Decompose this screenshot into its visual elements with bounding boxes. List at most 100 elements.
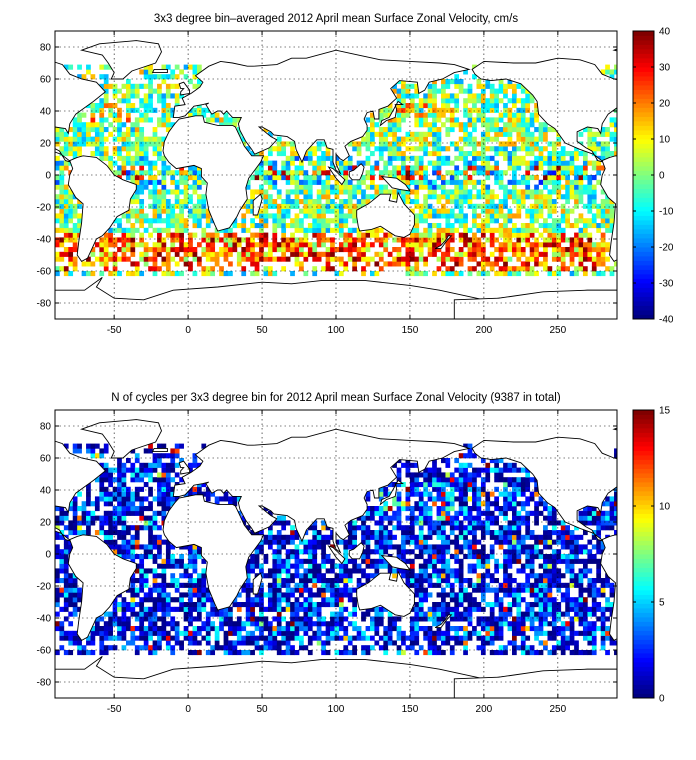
heatmap-cell xyxy=(272,616,278,622)
heatmap-cell xyxy=(507,141,513,147)
heatmap-cell xyxy=(316,175,322,181)
heatmap-cell xyxy=(236,237,242,243)
heatmap-cell xyxy=(458,616,464,622)
heatmap-cell xyxy=(449,477,455,483)
heatmap-cell xyxy=(161,98,167,104)
heatmap-cell xyxy=(112,127,118,133)
heatmap-cell xyxy=(285,242,291,248)
heatmap-cell xyxy=(112,242,118,248)
heatmap-cell xyxy=(143,117,149,123)
heatmap-cell xyxy=(538,155,544,161)
heatmap-cell xyxy=(334,650,340,656)
heatmap-cell xyxy=(547,208,553,214)
heatmap-cell xyxy=(161,93,167,99)
heatmap-cell xyxy=(170,218,176,224)
heatmap-cell xyxy=(267,626,273,632)
heatmap-cell xyxy=(387,640,393,646)
heatmap-cell xyxy=(560,151,566,157)
heatmap-cell xyxy=(511,93,517,99)
heatmap-cell xyxy=(223,227,229,233)
heatmap-cell xyxy=(396,155,402,161)
heatmap-cell xyxy=(250,630,255,636)
heatmap-cell xyxy=(405,247,411,253)
heatmap-cell xyxy=(267,645,273,651)
heatmap-cell xyxy=(343,218,349,224)
heatmap-cell xyxy=(489,232,495,238)
heatmap-cell xyxy=(565,179,570,185)
heatmap-cell xyxy=(281,563,287,569)
heatmap-cell xyxy=(325,208,331,214)
heatmap-cell xyxy=(125,525,131,531)
heatmap-cell xyxy=(587,136,593,142)
heatmap-cell xyxy=(294,597,300,603)
heatmap-cell xyxy=(409,482,415,488)
heatmap-cell xyxy=(161,472,167,478)
heatmap-cell xyxy=(201,443,207,449)
heatmap-cell xyxy=(467,515,473,521)
heatmap-cell xyxy=(436,117,442,123)
heatmap-cell xyxy=(281,237,287,243)
heatmap-cell xyxy=(316,539,322,545)
heatmap-cell xyxy=(374,227,380,233)
heatmap-cell xyxy=(436,107,442,113)
heatmap-cell xyxy=(307,640,313,646)
heatmap-cell xyxy=(148,448,153,454)
heatmap-cell xyxy=(392,261,397,267)
heatmap-cell xyxy=(59,645,65,651)
heatmap-cell xyxy=(405,506,411,512)
heatmap-cell xyxy=(134,650,140,656)
heatmap-cell xyxy=(365,635,371,641)
heatmap-cell xyxy=(316,155,322,161)
heatmap-cell xyxy=(520,247,526,253)
heatmap-cell xyxy=(582,251,588,257)
heatmap-cell xyxy=(63,136,69,142)
heatmap-cell xyxy=(338,606,344,612)
heatmap-cell xyxy=(196,573,202,579)
heatmap-cell xyxy=(183,626,189,632)
heatmap-cell xyxy=(507,242,513,248)
heatmap-cell xyxy=(365,184,371,190)
heatmap-cell xyxy=(480,112,486,118)
heatmap-cell xyxy=(143,170,149,176)
heatmap-cell xyxy=(418,103,424,109)
heatmap-cell xyxy=(263,266,269,272)
heatmap-cell xyxy=(179,208,184,214)
heatmap-cell xyxy=(445,491,451,497)
heatmap-cell xyxy=(467,247,473,253)
heatmap-cell xyxy=(543,131,548,137)
heatmap-cell xyxy=(77,645,82,651)
heatmap-cell xyxy=(108,103,113,109)
heatmap-cell xyxy=(139,544,145,550)
heatmap-cell xyxy=(59,194,65,200)
heatmap-cell xyxy=(55,179,60,185)
heatmap-cell xyxy=(520,98,526,104)
heatmap-cells xyxy=(55,64,617,277)
colorbar-step xyxy=(633,224,654,230)
heatmap-cell xyxy=(396,491,402,497)
heatmap-cell xyxy=(281,640,287,646)
heatmap-cell xyxy=(556,242,562,248)
heatmap-cell xyxy=(241,256,247,262)
heatmap-cell xyxy=(591,136,597,142)
heatmap-cell xyxy=(574,242,579,248)
heatmap-cell xyxy=(436,184,442,190)
heatmap-cell xyxy=(63,563,69,569)
heatmap-cell xyxy=(63,568,69,574)
heatmap-cell xyxy=(423,122,428,128)
heatmap-cell xyxy=(174,93,180,99)
heatmap-cell xyxy=(188,602,193,608)
heatmap-cell xyxy=(165,251,171,257)
heatmap-cell xyxy=(165,218,171,224)
heatmap-cell xyxy=(165,83,171,89)
heatmap-cell xyxy=(591,175,597,181)
heatmap-cell xyxy=(396,472,402,478)
heatmap-cell xyxy=(361,189,366,195)
heatmap-cell xyxy=(68,136,74,142)
heatmap-cell xyxy=(267,165,273,171)
heatmap-cell xyxy=(423,616,428,622)
heatmap-cell xyxy=(423,491,428,497)
heatmap-cell xyxy=(321,520,326,526)
heatmap-cell xyxy=(55,184,60,190)
heatmap-cell xyxy=(63,232,69,238)
heatmap-cell xyxy=(605,247,610,253)
